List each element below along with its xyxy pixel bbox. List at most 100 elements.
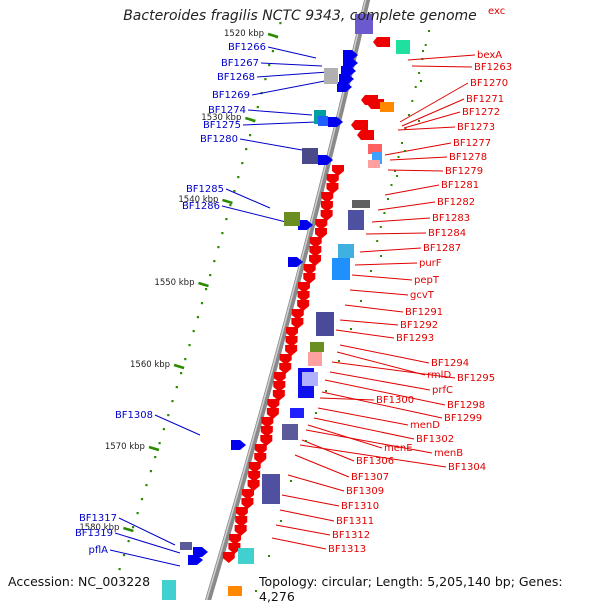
- reverse-gene-arrow: [303, 264, 316, 275]
- reverse-gene-label: BF1282: [437, 197, 475, 208]
- scale-dot: [404, 128, 407, 130]
- reverse-gene-arrow: [261, 417, 274, 428]
- kbp-tick-mark: [173, 363, 185, 370]
- scale-dot: [428, 30, 430, 32]
- forward-gene-arrow: [231, 440, 246, 450]
- scale-dot: [414, 86, 417, 88]
- genome-title: Bacteroides fragilis NCTC 9343, complete…: [123, 8, 477, 24]
- reverse-gene-arrow: [332, 165, 345, 176]
- reverse-gene-arrow: [373, 37, 390, 47]
- reverse-gene-leader: [336, 351, 426, 376]
- gene-tick-dot: [420, 80, 422, 82]
- scale-dot: [383, 212, 386, 214]
- reverse-gene-leader: [384, 142, 452, 156]
- reverse-gene-label: BF1306: [356, 456, 394, 467]
- forward-gene-box: [355, 14, 373, 34]
- scale-dot: [123, 554, 126, 557]
- reverse-gene-box: [368, 160, 380, 168]
- reverse-gene-leader: [387, 169, 444, 172]
- reverse-gene-arrow: [260, 426, 273, 437]
- reverse-gene-arrow: [303, 273, 316, 284]
- reverse-gene-arrow: [247, 480, 260, 491]
- forward-gene-leader: [251, 79, 331, 96]
- scale-dot: [221, 232, 224, 235]
- scale-dot: [233, 190, 236, 193]
- scale-dot: [237, 176, 240, 179]
- gene-tick-dot: [370, 270, 372, 272]
- reverse-gene-leader: [307, 424, 383, 449]
- scale-dot: [118, 568, 121, 571]
- reverse-gene-arrow: [254, 453, 267, 464]
- reverse-gene-arrow: [315, 228, 328, 239]
- scale-dot: [127, 540, 130, 543]
- reverse-gene-arrow: [279, 354, 292, 365]
- reverse-gene-label: BF1294: [431, 358, 469, 369]
- forward-gene-leader: [267, 46, 317, 59]
- scale-dot: [175, 386, 178, 389]
- reverse-gene-label: BF1287: [423, 243, 461, 254]
- reverse-gene-label: BF1307: [351, 472, 389, 483]
- reverse-gene-arrow: [273, 372, 286, 383]
- forward-gene-arrow: [288, 257, 303, 267]
- reverse-gene-label: exc: [488, 6, 505, 17]
- forward-gene-leader: [256, 71, 329, 78]
- reverse-gene-arrow: [326, 183, 339, 194]
- reverse-gene-arrow: [222, 552, 235, 563]
- reverse-gene-arrow: [254, 444, 267, 455]
- scale-dot: [229, 204, 232, 207]
- reverse-gene-leader: [397, 126, 456, 131]
- forward-gene-arrow: [337, 82, 352, 92]
- scale-dot: [397, 156, 400, 158]
- kbp-tick-mark: [222, 198, 233, 205]
- forward-gene-leader: [221, 205, 287, 223]
- reverse-gene-arrow: [248, 471, 261, 482]
- reverse-gene-label: BF1312: [332, 530, 370, 541]
- reverse-gene-label: BF1311: [336, 516, 374, 527]
- kbp-tick-label: 1520 kbp: [224, 29, 264, 39]
- reverse-gene-leader: [351, 274, 413, 281]
- reverse-gene-arrow: [242, 489, 255, 500]
- reverse-gene-label: BF1272: [462, 107, 500, 118]
- reverse-gene-leader: [299, 444, 447, 468]
- reverse-gene-label: BF1283: [432, 213, 470, 224]
- reverse-gene-arrow: [297, 282, 310, 293]
- reverse-gene-box: [372, 152, 382, 164]
- reverse-gene-label: BF1313: [328, 544, 366, 555]
- forward-gene-label: BF1286: [182, 201, 220, 212]
- reverse-gene-arrow: [291, 309, 304, 320]
- reverse-gene-arrow: [260, 435, 273, 446]
- reverse-gene-arrow: [235, 516, 248, 527]
- reverse-gene-box: [228, 586, 242, 596]
- scale-dot: [256, 106, 259, 109]
- reverse-gene-box: [396, 40, 410, 54]
- accession-text: Accession: NC_003228: [8, 574, 151, 589]
- forward-gene-leader: [118, 517, 176, 546]
- forward-gene-box: [290, 408, 304, 418]
- gene-tick-dot: [380, 255, 382, 257]
- reverse-gene-label: menD: [410, 420, 440, 431]
- reverse-gene-box: [338, 244, 354, 258]
- scale-dot: [225, 218, 228, 221]
- reverse-gene-label: BF1270: [470, 78, 508, 89]
- gene-tick-dot: [418, 120, 420, 122]
- forward-gene-leader: [242, 121, 317, 126]
- reverse-gene-leader: [305, 429, 433, 454]
- kbp-tick-label: 1540 kbp: [178, 195, 218, 205]
- scale-dot: [192, 330, 195, 333]
- reverse-gene-arrow: [309, 237, 322, 248]
- scale-dot: [390, 184, 393, 186]
- forward-gene-label: BF1280: [200, 134, 238, 145]
- reverse-gene-arrow: [285, 345, 298, 356]
- scale-dot: [376, 240, 379, 242]
- forward-gene-leader: [154, 414, 201, 436]
- reverse-gene-leader: [271, 537, 327, 550]
- reverse-gene-arrow: [291, 318, 304, 329]
- reverse-gene-arrow: [309, 255, 322, 266]
- reverse-gene-leader: [384, 184, 440, 196]
- scale-dot: [264, 78, 267, 81]
- scale-dot: [171, 400, 174, 403]
- reverse-gene-label: BF1263: [474, 62, 512, 73]
- gene-tick-dot: [255, 590, 257, 592]
- forward-gene-arrow: [343, 58, 358, 68]
- reverse-gene-arrow: [267, 399, 280, 410]
